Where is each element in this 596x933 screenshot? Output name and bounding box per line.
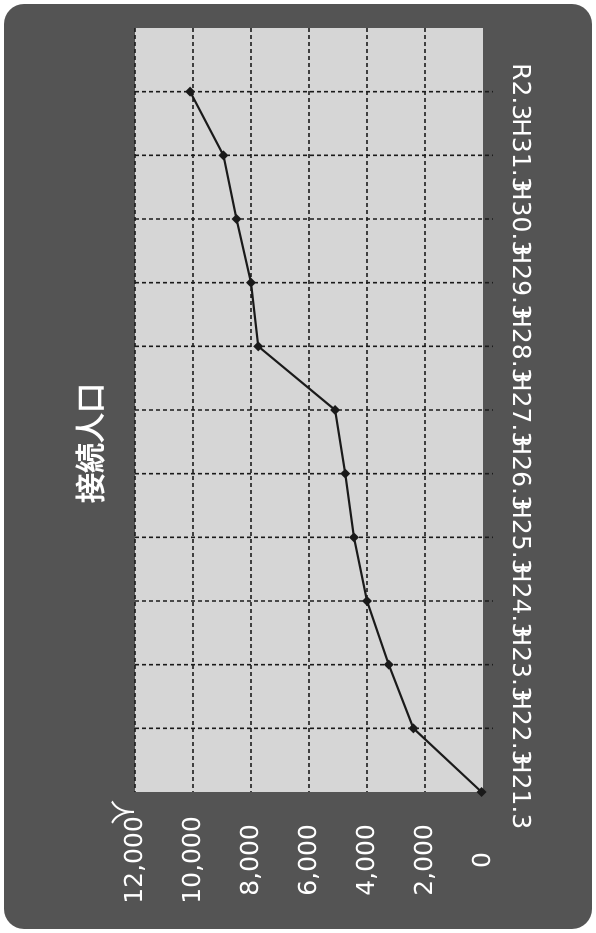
y-tick-label: 10,000 bbox=[177, 816, 206, 903]
x-tick-label: H27.3 bbox=[507, 373, 536, 447]
x-tick-label: H23.3 bbox=[507, 627, 536, 701]
series bbox=[185, 86, 487, 797]
x-tick-label: H30.3 bbox=[507, 182, 536, 256]
y-tick-label: 2,000 bbox=[409, 824, 438, 896]
x-tick-label: H28.3 bbox=[507, 309, 536, 383]
data-point-H24.3 bbox=[362, 596, 372, 606]
data-point-H27.3 bbox=[330, 405, 341, 415]
x-tick-label: H25.3 bbox=[507, 500, 536, 574]
x-tick-label: H29.3 bbox=[507, 245, 536, 319]
data-point-H22.3 bbox=[408, 723, 419, 734]
chart-title: 接続人口 bbox=[75, 383, 110, 503]
y-tick-labels: 0 2,000 4,000 6,000 8,000 10,000 12,000 bbox=[119, 816, 496, 903]
x-tick-label: R2.3 bbox=[507, 63, 536, 120]
x-tick-label: H22.3 bbox=[507, 691, 536, 765]
y-tick-label: 0 bbox=[467, 852, 496, 868]
data-point-H23.3 bbox=[383, 659, 394, 670]
data-point-H31.3 bbox=[218, 150, 229, 161]
data-point-H21.3 bbox=[476, 787, 487, 797]
data-point-H26.3 bbox=[340, 468, 351, 479]
data-point-H25.3 bbox=[348, 532, 359, 543]
y-axis-unit: 人 bbox=[107, 799, 136, 824]
x-tick-label: H31.3 bbox=[507, 118, 536, 192]
y-tick-label: 8,000 bbox=[235, 824, 264, 896]
grid-lines bbox=[134, 28, 493, 792]
data-point-H29.3 bbox=[246, 277, 256, 288]
x-tick-labels: H21.3H22.3H23.3H24.3H25.3H26.3H27.3H28.3… bbox=[507, 63, 536, 829]
y-tick-label: 12,000 bbox=[119, 816, 148, 903]
data-point-H28.3 bbox=[253, 341, 264, 352]
data-point-R2.3 bbox=[185, 86, 196, 97]
x-tick-label: H21.3 bbox=[507, 755, 536, 829]
x-tick-label: H26.3 bbox=[507, 436, 536, 510]
x-tick-label: H24.3 bbox=[507, 564, 536, 638]
y-tick-label: 6,000 bbox=[293, 824, 322, 896]
y-tick-label: 4,000 bbox=[351, 824, 380, 896]
data-point-H30.3 bbox=[231, 214, 242, 224]
series-line bbox=[189, 91, 483, 793]
